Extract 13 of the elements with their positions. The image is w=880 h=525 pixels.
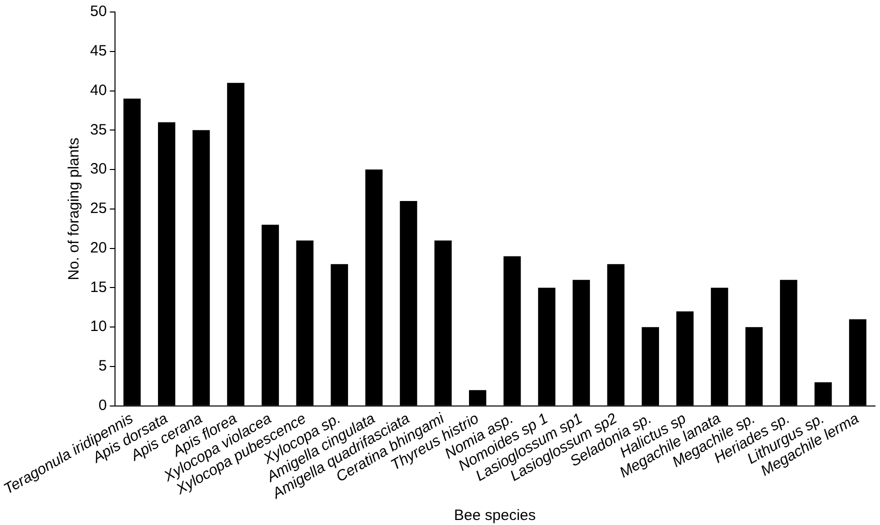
y-tick-label: 15 (90, 278, 107, 296)
y-axis-title: No. of foraging plants (65, 138, 82, 280)
y-tick-label: 5 (98, 358, 107, 375)
y-tick-label: 40 (90, 82, 107, 99)
y-tick-label: 25 (90, 200, 107, 218)
y-tick-label: 20 (90, 239, 107, 256)
y-tick-label: 30 (90, 160, 107, 178)
y-tick-label: 50 (90, 3, 107, 20)
x-axis-title: Bee species (454, 507, 536, 524)
y-tick-label: 35 (90, 121, 107, 138)
y-tick-label: 45 (90, 42, 107, 60)
y-tick-label: 10 (90, 318, 107, 336)
y-tick-label: 0 (98, 397, 107, 414)
